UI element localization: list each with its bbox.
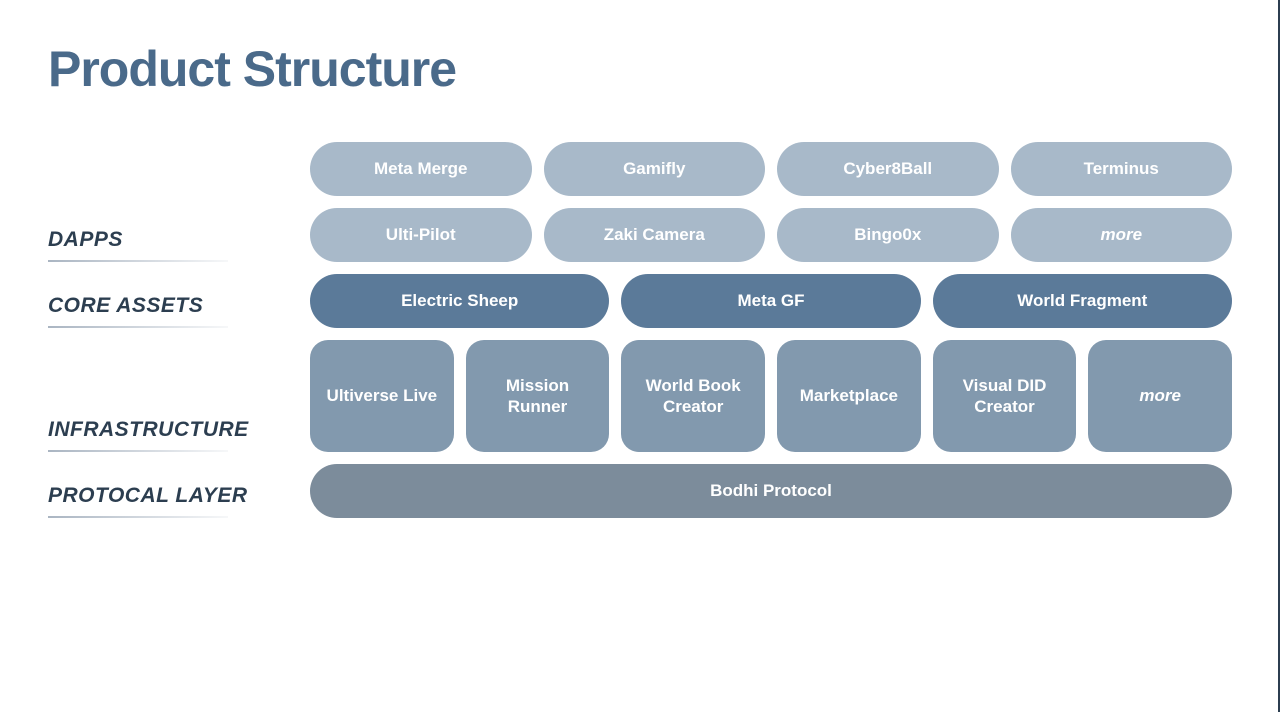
infra-block: Ultiverse Live bbox=[310, 340, 454, 452]
dapp-pill-more: more bbox=[1011, 208, 1233, 262]
label-underline bbox=[48, 450, 228, 452]
dapp-pill: Cyber8Ball bbox=[777, 142, 999, 196]
dapp-pill: Terminus bbox=[1011, 142, 1233, 196]
protocol-pill: Bodhi Protocol bbox=[310, 464, 1232, 518]
dapps-row-1: Meta Merge Gamifly Cyber8Ball Terminus bbox=[48, 142, 1232, 196]
infra-label: INFRASTRUCTURE bbox=[48, 418, 296, 448]
label-underline bbox=[48, 326, 228, 328]
page-title: Product Structure bbox=[48, 40, 1232, 98]
core-label: CORE ASSETS bbox=[48, 294, 296, 324]
protocol-label: PROTOCAL LAYER bbox=[48, 484, 296, 514]
dapps-pills-1: Meta Merge Gamifly Cyber8Ball Terminus bbox=[310, 142, 1232, 196]
label-underline bbox=[48, 260, 228, 262]
infra-block: Marketplace bbox=[777, 340, 921, 452]
label-underline bbox=[48, 516, 228, 518]
core-assets-row: CORE ASSETS Electric Sheep Meta GF World… bbox=[48, 274, 1232, 328]
protocol-pills: Bodhi Protocol bbox=[310, 464, 1232, 518]
dapps-pills-2: Ulti-Pilot Zaki Camera Bingo0x more bbox=[310, 208, 1232, 262]
protocol-label-col: PROTOCAL LAYER bbox=[48, 464, 296, 518]
infra-block-more: more bbox=[1088, 340, 1232, 452]
infra-block: World Book Creator bbox=[621, 340, 765, 452]
core-pill: World Fragment bbox=[933, 274, 1232, 328]
dapp-pill: Ulti-Pilot bbox=[310, 208, 532, 262]
core-pill: Electric Sheep bbox=[310, 274, 609, 328]
infra-block: Mission Runner bbox=[466, 340, 610, 452]
dapp-pill: Gamifly bbox=[544, 142, 766, 196]
infrastructure-row: INFRASTRUCTURE Ultiverse Live Mission Ru… bbox=[48, 340, 1232, 452]
core-pill: Meta GF bbox=[621, 274, 920, 328]
protocol-row: PROTOCAL LAYER Bodhi Protocol bbox=[48, 464, 1232, 518]
dapp-pill: Zaki Camera bbox=[544, 208, 766, 262]
dapp-pill: Bingo0x bbox=[777, 208, 999, 262]
dapp-pill: Meta Merge bbox=[310, 142, 532, 196]
core-pills: Electric Sheep Meta GF World Fragment bbox=[310, 274, 1232, 328]
infra-blocks: Ultiverse Live Mission Runner World Book… bbox=[310, 340, 1232, 452]
dapps-label-col: DAPPS bbox=[48, 208, 296, 262]
infra-block: Visual DID Creator bbox=[933, 340, 1077, 452]
infra-label-col: INFRASTRUCTURE bbox=[48, 340, 296, 452]
core-label-col: CORE ASSETS bbox=[48, 274, 296, 328]
dapps-label: DAPPS bbox=[48, 228, 296, 258]
label-spacer bbox=[48, 142, 296, 196]
dapps-row-2: DAPPS Ulti-Pilot Zaki Camera Bingo0x mor… bbox=[48, 208, 1232, 262]
